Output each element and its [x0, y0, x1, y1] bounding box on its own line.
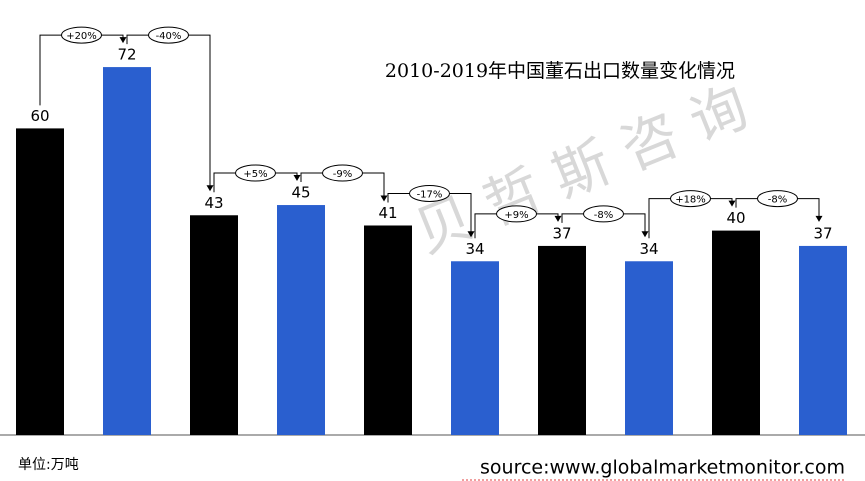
value-label: 37 — [552, 224, 571, 242]
unit-note: 单位:万吨 — [18, 457, 79, 473]
bar — [190, 215, 238, 435]
change-badge — [235, 164, 276, 182]
bar — [277, 205, 325, 435]
arrow-head — [467, 231, 475, 238]
change-label: -8% — [594, 210, 613, 221]
value-label: 34 — [465, 240, 484, 258]
change-label: -40% — [156, 31, 182, 42]
bar — [799, 245, 847, 435]
arrow-head — [815, 215, 823, 222]
change-badge — [757, 190, 798, 208]
change-badge — [61, 26, 102, 44]
change-badge — [148, 26, 189, 44]
value-label: 60 — [30, 107, 49, 125]
bar — [451, 261, 499, 435]
arrow-head — [554, 215, 562, 222]
change-label: +20% — [66, 31, 97, 42]
bar — [103, 67, 151, 435]
value-label: 45 — [291, 184, 310, 202]
arrow-head — [728, 200, 736, 207]
change-label: -9% — [333, 169, 352, 180]
value-label: 37 — [813, 224, 832, 242]
value-label: 40 — [726, 209, 745, 227]
bar — [364, 225, 412, 435]
arrow-head — [293, 175, 301, 182]
change-badge — [409, 184, 450, 202]
change-badge — [583, 205, 624, 223]
change-label: -8% — [768, 195, 787, 206]
value-label: 41 — [378, 204, 397, 222]
value-label: 34 — [639, 240, 658, 258]
arrow-head — [119, 37, 127, 44]
change-badge — [670, 190, 711, 208]
value-label: 72 — [117, 46, 136, 64]
change-badge — [496, 205, 537, 223]
arrow-head — [380, 195, 388, 202]
change-badge — [322, 164, 363, 182]
source: source:www.globalmarketmonitor.com — [480, 457, 845, 479]
change-label: +18% — [675, 195, 706, 206]
change-label: +5% — [243, 169, 267, 180]
value-label: 43 — [204, 194, 223, 212]
bar — [712, 230, 760, 435]
change-label: -17% — [417, 189, 443, 200]
bar — [538, 245, 586, 435]
change-label: +9% — [504, 210, 528, 221]
arrow-head — [206, 185, 214, 192]
bar — [16, 128, 64, 435]
arrow-head — [641, 231, 649, 238]
bar — [625, 261, 673, 435]
chart-title: 2010-2019年中国董石出口数量变化情况 — [385, 60, 735, 82]
